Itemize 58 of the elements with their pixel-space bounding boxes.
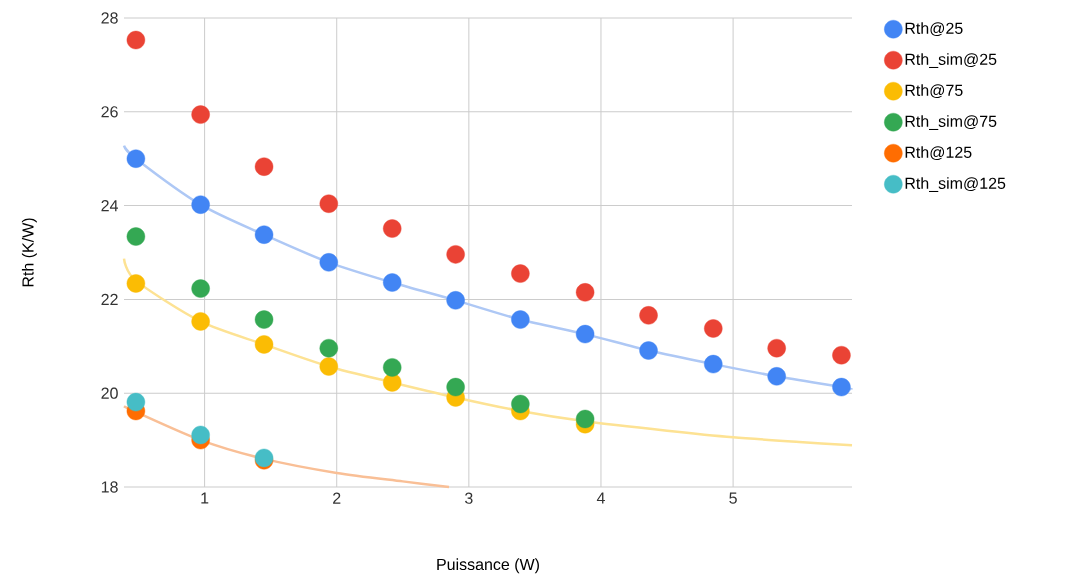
point (126, 30, 146, 50)
y-tick-label: 28 (101, 12, 118, 24)
point (446, 377, 465, 397)
legend-label: Rth@125 (905, 146, 972, 161)
point (191, 279, 210, 298)
point (704, 354, 723, 374)
point (575, 324, 595, 344)
point (126, 149, 146, 168)
x-tick-label: 5 (729, 492, 737, 504)
point (254, 225, 274, 244)
point (191, 425, 210, 445)
point (446, 291, 465, 310)
legend-label: Rth_sim@75 (905, 115, 997, 130)
y-axis-title: Rth (K/W) (21, 218, 37, 287)
point (511, 310, 530, 329)
point (575, 409, 595, 429)
legend-label: Rth@25 (905, 22, 963, 37)
y-tick-label: 24 (101, 200, 118, 212)
legend-label: Rth@75 (905, 84, 963, 99)
point (191, 312, 210, 331)
point (383, 273, 402, 292)
point (832, 346, 851, 365)
point (191, 105, 210, 124)
point (319, 194, 338, 213)
x-tick-label: 1 (201, 492, 209, 504)
x-axis-title: Puissance (W) (437, 558, 539, 574)
point (704, 319, 723, 338)
point (254, 157, 274, 176)
y-tick-label: 22 (101, 293, 118, 305)
x-tick-label: 2 (333, 492, 341, 504)
point (767, 367, 786, 386)
x-tick-label: 3 (465, 492, 473, 504)
point (832, 377, 851, 397)
legend-label: Rth_sim@125 (905, 177, 1006, 192)
point (126, 392, 146, 412)
point (446, 245, 465, 264)
line-series (122, 257, 854, 447)
legend-label: Rth_sim@25 (905, 53, 997, 68)
point (191, 195, 210, 214)
point (126, 274, 146, 293)
point (639, 306, 658, 325)
y-tick-label: 20 (101, 387, 118, 399)
point (639, 341, 658, 360)
point (511, 394, 530, 414)
point (254, 310, 274, 329)
point (254, 335, 274, 354)
point (575, 283, 595, 302)
point (319, 253, 338, 272)
point (767, 338, 786, 358)
x-tick-label: 4 (596, 492, 605, 504)
point (126, 227, 146, 246)
point (511, 264, 530, 283)
point (383, 219, 402, 238)
point (383, 358, 402, 377)
point (319, 338, 338, 358)
y-tick-label: 26 (101, 106, 118, 118)
point (319, 357, 338, 376)
y-tick-label: 18 (101, 481, 118, 493)
